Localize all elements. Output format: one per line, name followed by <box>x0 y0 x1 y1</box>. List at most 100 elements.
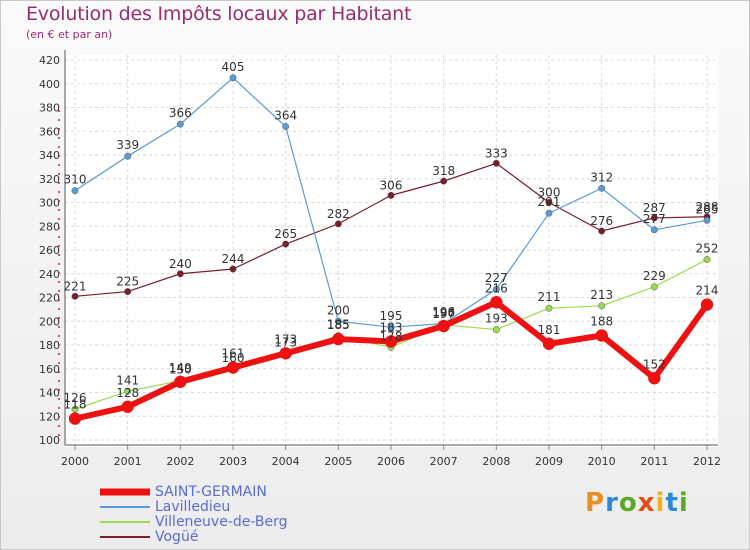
data-point <box>648 372 661 385</box>
legend-swatch <box>100 488 150 496</box>
data-point <box>176 120 184 128</box>
proxiti-logo: Proxiti <box>585 488 689 518</box>
data-label: 193 <box>485 312 508 326</box>
data-point <box>334 317 342 325</box>
y-tick-label: 180 <box>39 339 60 352</box>
legend-swatch <box>100 506 150 508</box>
data-label: 287 <box>643 201 666 215</box>
data-point <box>700 298 714 311</box>
data-label: 405 <box>222 60 245 74</box>
data-label: 244 <box>222 252 245 266</box>
data-label: 300 <box>538 186 561 200</box>
data-label: 277 <box>643 212 666 226</box>
data-point <box>650 226 658 234</box>
legend-label: Lavilledieu <box>155 499 231 515</box>
data-label: 195 <box>380 309 403 323</box>
data-label: 185 <box>327 318 350 332</box>
data-point <box>384 335 398 348</box>
y-tick-label: 240 <box>39 268 60 281</box>
data-point <box>387 323 395 331</box>
data-point <box>595 329 608 342</box>
data-label: 150 <box>169 363 192 377</box>
legend-label: Villeneuve-de-Berg <box>155 514 288 530</box>
data-point <box>492 159 500 167</box>
data-point <box>440 177 448 185</box>
data-label: 149 <box>169 361 192 375</box>
data-point <box>598 184 606 192</box>
data-point <box>282 123 290 130</box>
data-label: 240 <box>169 257 192 271</box>
data-label: 282 <box>327 207 350 221</box>
data-point <box>71 405 79 413</box>
data-label: 197 <box>432 307 455 321</box>
y-tick-label: 300 <box>39 197 60 210</box>
data-point <box>703 216 711 224</box>
data-label: 211 <box>538 290 561 304</box>
data-point <box>279 347 292 360</box>
legend-swatch <box>100 521 150 523</box>
data-label: 188 <box>590 315 613 329</box>
data-label: 310 <box>64 173 87 187</box>
y-tick-label: 280 <box>39 220 60 233</box>
x-tick-label: 2010 <box>588 455 616 468</box>
data-label: 196 <box>432 305 455 319</box>
data-point <box>176 270 184 278</box>
y-tick-label: 140 <box>39 387 60 400</box>
data-label: 185 <box>327 318 350 332</box>
y-tick-label: 420 <box>39 54 60 67</box>
data-label: 306 <box>380 178 403 192</box>
data-label: 126 <box>64 391 87 405</box>
data-label: 160 <box>222 351 245 365</box>
data-point <box>542 337 556 351</box>
data-point <box>229 265 237 273</box>
data-label: 221 <box>64 279 87 293</box>
data-point <box>124 152 132 160</box>
chart-title: Evolution des Impôts locaux par Habitant <box>26 3 412 25</box>
data-point <box>174 375 187 389</box>
data-point <box>121 400 134 413</box>
data-label: 291 <box>538 195 561 209</box>
x-tick-label: 2009 <box>535 455 563 468</box>
data-label: 364 <box>274 109 297 123</box>
data-label: 276 <box>590 214 613 228</box>
data-point <box>545 199 553 206</box>
data-point <box>437 319 450 333</box>
x-tick-label: 2006 <box>377 455 405 468</box>
x-tick-label: 2002 <box>166 455 194 468</box>
data-label: 161 <box>222 347 245 361</box>
x-tick-label: 2005 <box>324 455 352 468</box>
data-point <box>124 387 132 395</box>
data-point <box>226 361 240 374</box>
data-label: 312 <box>590 170 613 184</box>
x-tick-label: 2003 <box>219 455 247 468</box>
chart-subtitle: (en € et par an) <box>26 28 113 41</box>
data-label: 318 <box>432 164 455 178</box>
y-tick-label: 400 <box>39 78 60 91</box>
data-label: 141 <box>116 373 139 387</box>
data-point <box>332 332 345 346</box>
x-tick-label: 2000 <box>61 455 89 468</box>
data-label: 183 <box>380 320 403 334</box>
x-tick-label: 2007 <box>430 455 458 468</box>
data-label: 173 <box>274 335 297 349</box>
data-label: 285 <box>696 202 719 216</box>
y-tick-label: 260 <box>39 244 60 257</box>
data-label: 252 <box>696 242 719 256</box>
x-tick-label: 2001 <box>114 455 142 468</box>
y-tick-label: 320 <box>39 173 60 186</box>
data-label: 366 <box>169 106 192 120</box>
data-point <box>545 304 553 312</box>
data-label: 200 <box>327 303 350 317</box>
data-point <box>598 227 606 235</box>
y-tick-label: 120 <box>39 410 60 423</box>
data-label: 198 <box>432 306 455 320</box>
data-label: 227 <box>485 271 508 285</box>
data-label: 288 <box>696 200 719 214</box>
data-label: 216 <box>485 281 508 295</box>
y-tick-label: 380 <box>39 102 60 115</box>
data-label: 213 <box>590 288 613 302</box>
data-label: 225 <box>116 275 139 289</box>
data-point <box>124 288 132 296</box>
legend-swatch <box>100 536 150 538</box>
